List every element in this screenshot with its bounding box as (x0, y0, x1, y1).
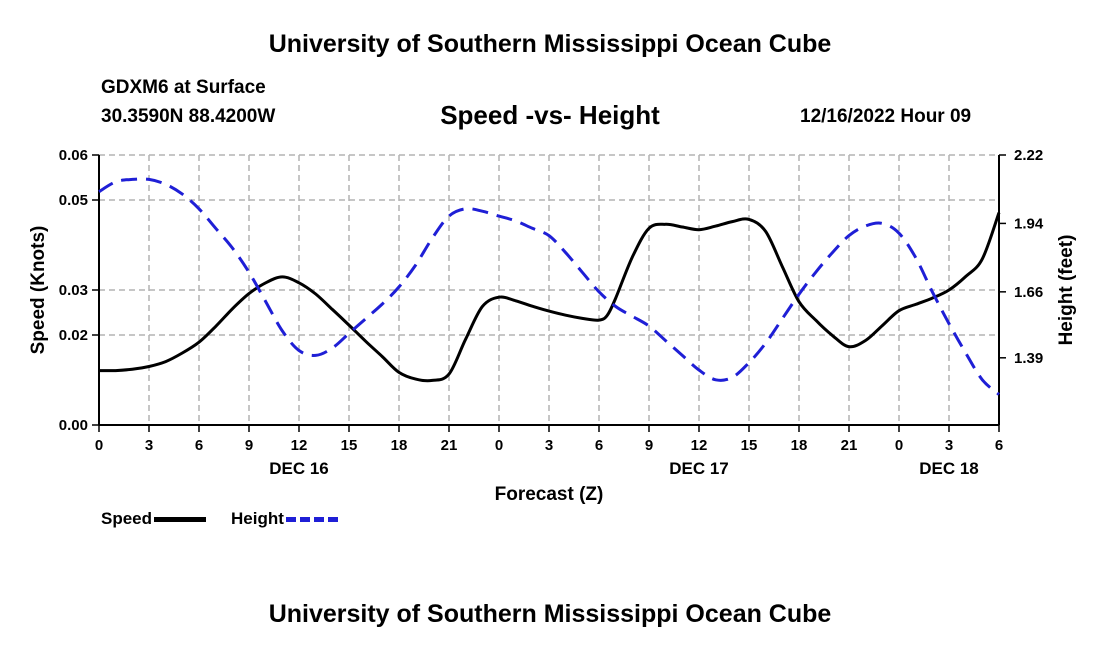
x-tick-label: 0 (95, 437, 103, 454)
legend-height: Height (231, 509, 338, 529)
legend-speed-swatch (154, 516, 207, 522)
x-tick-label: 15 (741, 437, 758, 454)
y-left-tick-label: 0.02 (59, 327, 88, 344)
x-tick-label: 0 (495, 437, 503, 454)
x-day-label: DEC 16 (269, 459, 329, 478)
height-series-line (98, 177, 1000, 396)
y-left-tick-label: 0.05 (59, 192, 88, 209)
y-right-axis-title: Height (feet) (1056, 235, 1077, 346)
y-right-tick-label: 2.22 (1014, 147, 1043, 164)
x-axis-title: Forecast (Z) (495, 484, 604, 505)
y-right-tick-label: 1.94 (1014, 215, 1044, 232)
speed-series-line (98, 212, 1001, 383)
station-coordinates: 30.3590N 88.4200W (101, 106, 276, 127)
forecast-datetime: 12/16/2022 Hour 09 (800, 106, 972, 127)
x-tick-label: 12 (691, 437, 708, 454)
chart-subtitle: Speed -vs- Height (440, 100, 660, 130)
x-tick-label: 3 (145, 437, 153, 454)
x-day-label: DEC 17 (669, 459, 729, 478)
x-day-label: DEC 18 (919, 459, 979, 478)
legend-height-label: Height (231, 509, 284, 528)
x-tick-label: 21 (441, 437, 458, 454)
x-tick-label: 12 (291, 437, 308, 454)
station-label: GDXM6 at Surface (101, 77, 266, 98)
y-left-axis-title: Speed (Knots) (28, 226, 49, 355)
legend-speed: Speed (101, 509, 207, 529)
x-tick-label: 21 (841, 437, 858, 454)
x-tick-label: 6 (195, 437, 203, 454)
x-tick-label: 18 (391, 437, 408, 454)
y-right-tick-label: 1.66 (1014, 284, 1043, 301)
y-left-tick-label: 0.06 (59, 147, 88, 164)
x-tick-label: 9 (245, 437, 253, 454)
footer-title: University of Southern Mississippi Ocean… (268, 600, 832, 628)
legend-height-swatch (285, 516, 338, 522)
chart-main-title: University of Southern Mississippi Ocean… (268, 30, 832, 58)
y-right-tick-label: 1.39 (1014, 350, 1043, 367)
x-tick-label: 18 (791, 437, 808, 454)
y-left-tick-label: 0.00 (59, 417, 88, 434)
legend-speed-label: Speed (101, 509, 153, 528)
x-tick-label: 6 (995, 437, 1003, 454)
x-tick-label: 3 (545, 437, 553, 454)
x-tick-label: 6 (595, 437, 603, 454)
x-tick-label: 15 (341, 437, 358, 454)
x-tick-label: 0 (895, 437, 903, 454)
y-left-tick-label: 0.03 (59, 282, 88, 299)
x-tick-label: 9 (645, 437, 653, 454)
x-tick-label: 3 (945, 437, 953, 454)
